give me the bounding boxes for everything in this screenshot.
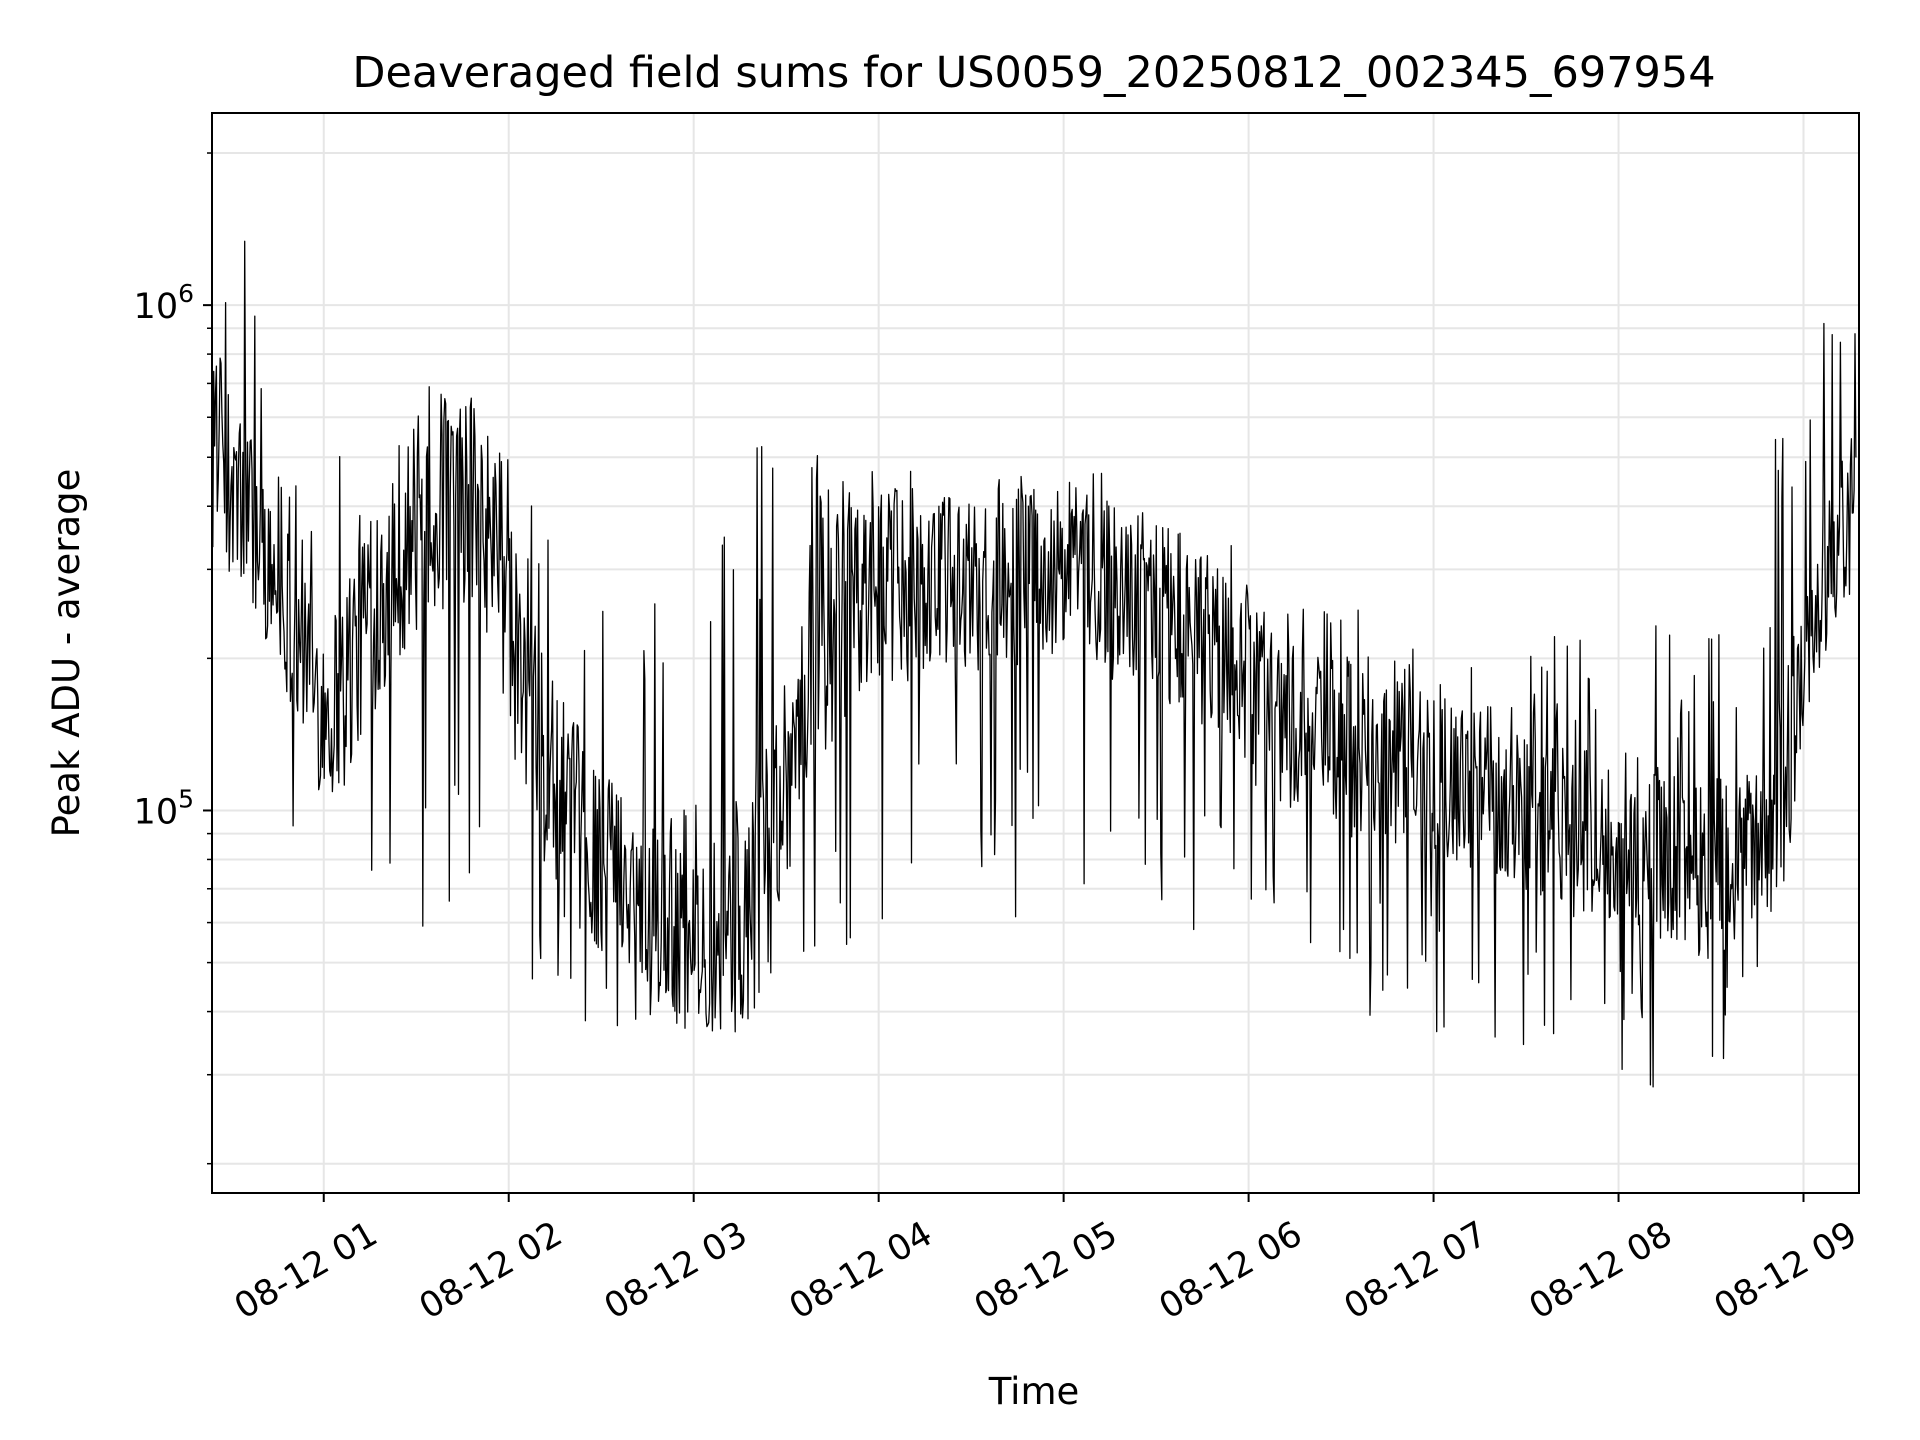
chart-title: Deaveraged field sums for US0059_2025081… xyxy=(352,48,1715,98)
series-line xyxy=(212,240,1857,1088)
plot-frame xyxy=(211,112,1860,1194)
y-tick-label: 106 xyxy=(134,279,194,327)
x-axis-label: Time xyxy=(988,1370,1080,1413)
y-tick-label: 105 xyxy=(134,784,194,832)
y-axis-label: Peak ADU - average xyxy=(45,469,88,838)
data-series xyxy=(212,240,1857,1088)
y-axis: 105 106 xyxy=(134,152,212,1165)
